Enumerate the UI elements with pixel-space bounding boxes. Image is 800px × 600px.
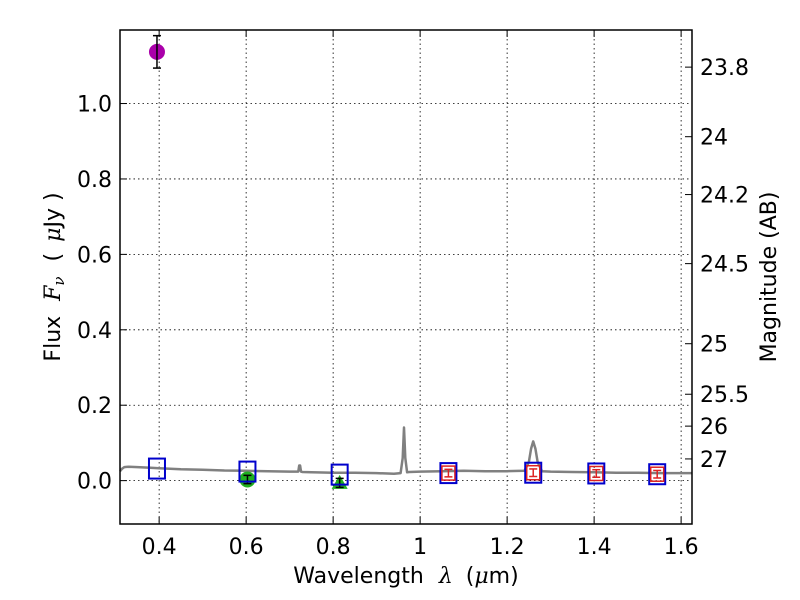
plot-frame	[119, 29, 693, 525]
model-photometry-square	[587, 462, 606, 485]
model-photometry-square	[147, 457, 166, 480]
y2-tick-label: 24.2	[700, 184, 749, 209]
model-photometry-square	[648, 463, 667, 486]
y2-tick-label: 24	[700, 126, 728, 151]
y2-tick-label: 27	[700, 448, 728, 473]
x-tick-label: 1.2	[490, 535, 525, 560]
y2-tick-label: 23.8	[700, 56, 749, 81]
y-tick-label: 0.4	[77, 319, 112, 344]
y-tick-label: 0.6	[77, 243, 112, 268]
y-tick-label: 0.8	[77, 168, 112, 193]
upper-limit-square	[441, 465, 456, 481]
axis-ticks: 0.4 0.6 0.8 1 1.2 1.4 1.6 0.0 0.2 0.4 0.6 0.8 1.0 23.…	[77, 30, 749, 560]
x-tick-label: 1.6	[664, 535, 699, 560]
model-photometry-square	[524, 461, 543, 484]
spectrum-line	[119, 426, 692, 476]
x-tick-label: 0.4	[142, 535, 177, 560]
y2-tick-label: 26	[700, 415, 728, 440]
model-photometry-square	[330, 463, 349, 486]
upper-limit-square	[589, 465, 604, 482]
x-axis-label: Wavelength λ (μm)	[293, 564, 518, 589]
y-axis-label: Flux Fν ( μJy )	[41, 192, 70, 361]
y2-tick-label: 25	[700, 333, 728, 358]
x-tick-label: 0.6	[229, 535, 264, 560]
model-photometry-square	[238, 460, 257, 483]
y-tick-label: 0.0	[77, 470, 112, 495]
y-tick-label: 0.2	[77, 394, 112, 419]
x-tick-label: 1.4	[577, 535, 612, 560]
upper-limit-square	[525, 464, 541, 481]
x-tick-label: 1	[413, 535, 427, 560]
model-spectrum	[119, 426, 692, 476]
y2-tick-label: 24.5	[700, 253, 749, 278]
y2-tick-label: 25.5	[700, 383, 749, 408]
model-photometry-square	[439, 462, 458, 485]
x-tick-label: 0.8	[316, 535, 351, 560]
secondary-y-axis-label: Magnitude (AB)	[757, 192, 782, 363]
data-markers	[147, 34, 667, 489]
grid	[120, 30, 692, 524]
upper-limit-square	[649, 466, 665, 482]
y-tick-label: 1.0	[77, 93, 112, 118]
